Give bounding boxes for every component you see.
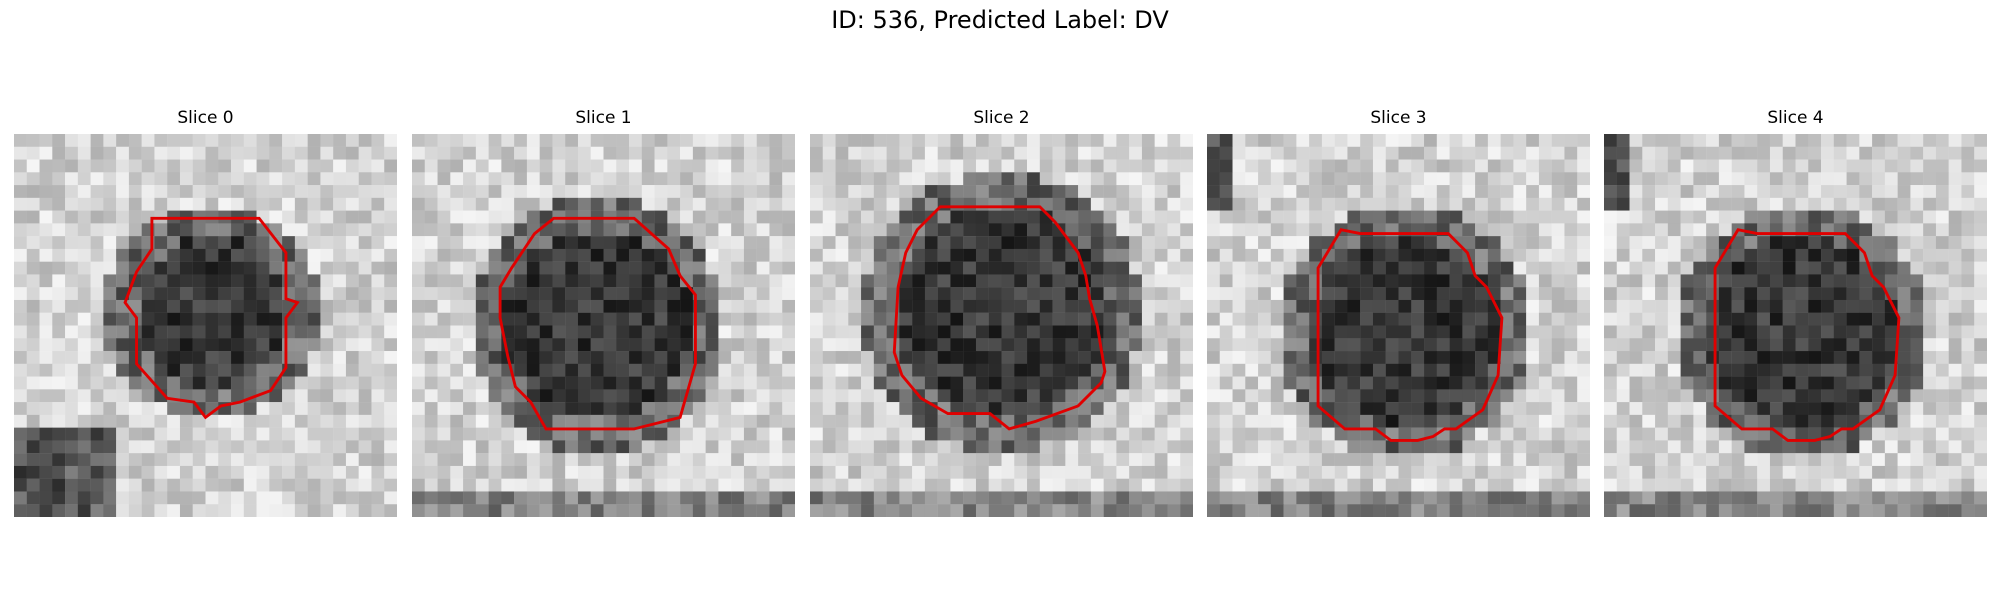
slice-title-3: Slice 3: [1370, 108, 1427, 128]
slice-panel-1: Slice 1: [412, 108, 795, 518]
slice-image-4: [1604, 134, 1987, 517]
slice-image-3: [1207, 134, 1590, 517]
slice-title-0: Slice 0: [177, 108, 234, 128]
red-contour-outline-3: [1316, 228, 1504, 442]
slice-title-1: Slice 1: [575, 108, 632, 128]
slice-image-1: [412, 134, 795, 517]
slice-panel-4: Slice 4: [1604, 108, 1987, 518]
slice-title-4: Slice 4: [1767, 108, 1824, 128]
slice-panel-0: Slice 0: [14, 108, 397, 518]
slice-panel-3: Slice 3: [1207, 108, 1590, 518]
slice-image-0: [14, 134, 397, 517]
red-contour-outline-4: [1713, 228, 1901, 442]
red-contour-outline-1: [498, 216, 697, 431]
slice-title-2: Slice 2: [973, 108, 1030, 128]
red-contour-outline-0: [123, 216, 300, 420]
figure-title: ID: 536, Predicted Label: DV: [831, 6, 1169, 34]
slice-panel-2: Slice 2: [810, 108, 1193, 518]
red-contour-outline-2: [892, 205, 1107, 431]
slice-image-2: [810, 134, 1193, 517]
